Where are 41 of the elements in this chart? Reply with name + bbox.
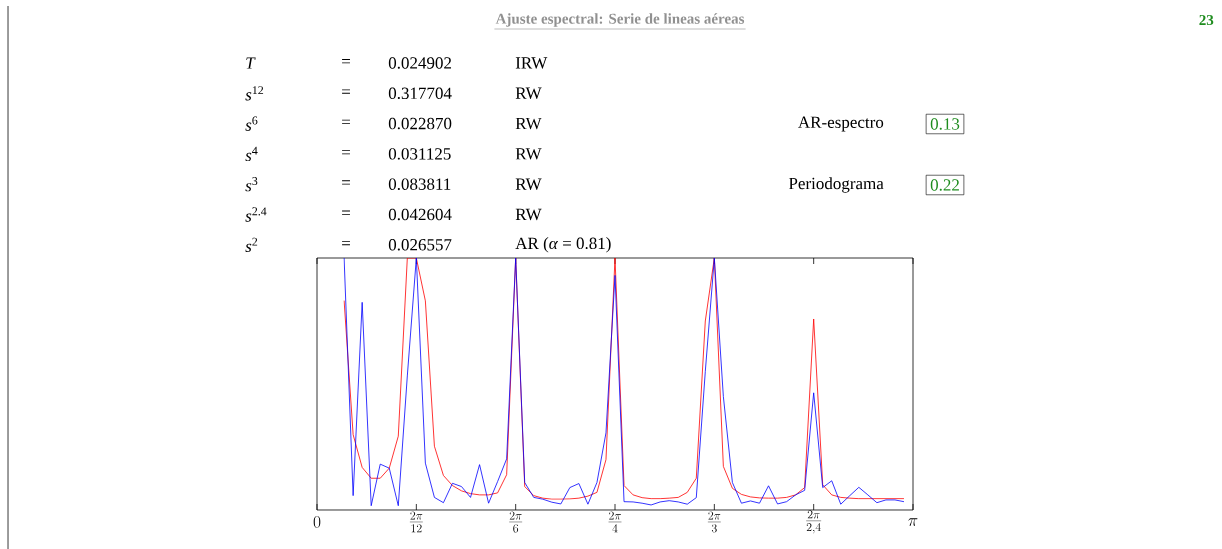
text: AR-espectro [798,116,884,132]
text: Periodograma [788,177,884,193]
text: s$^{4}$ [245,146,258,161]
text: s$^{2}$ [245,237,258,252]
text: = [342,58,350,64]
text: RW [515,148,542,160]
x-tick-label: $0$ [313,515,321,528]
text: = [342,119,350,124]
text: s$^{2.4}$ [245,207,267,222]
text: 0.022870 [388,117,452,130]
text: 0.22 [930,179,959,191]
text: s$^{12}$ [245,85,264,101]
text: RW [515,117,542,130]
text: 0.317704 [388,87,452,99]
text: 0.026557 [388,238,452,251]
text: 0.083811 [388,178,451,190]
chart-title: Ajuste espectral: Serie de lineas aéreas [495,13,745,27]
text: 0.024902 [388,57,452,69]
text: = [342,89,350,94]
x-tick-label: $\frac{2\pi}{3}$ [707,511,721,533]
text: 0.031125 [388,147,451,160]
text: = [342,210,350,215]
text: = [342,240,350,245]
text: RW [515,87,542,99]
text: s$^{3}$ [245,176,258,192]
text: IRW [515,57,548,69]
x-tick-label: $\frac{2\pi}{6}$ [509,511,523,533]
text: 23 [1199,14,1214,25]
x-tick-label: $\frac{2\pi}{12}$ [409,511,423,533]
text: = [342,180,350,185]
text: = [342,149,350,155]
text: 0.13 [930,118,960,130]
text: AR (α = 0.81) [515,236,611,253]
x-tick-label: $\frac{2\pi}{4}$ [608,511,622,533]
text: s$^{6}$ [245,116,258,131]
x-tick-label: $\pi$ [908,518,918,526]
text: RW [515,178,542,190]
text: 0.042604 [388,208,452,221]
x-tick-label: $\frac{2\pi}{2{,}4}$ [806,510,822,534]
text: RW [515,208,542,220]
text: T [246,57,256,69]
